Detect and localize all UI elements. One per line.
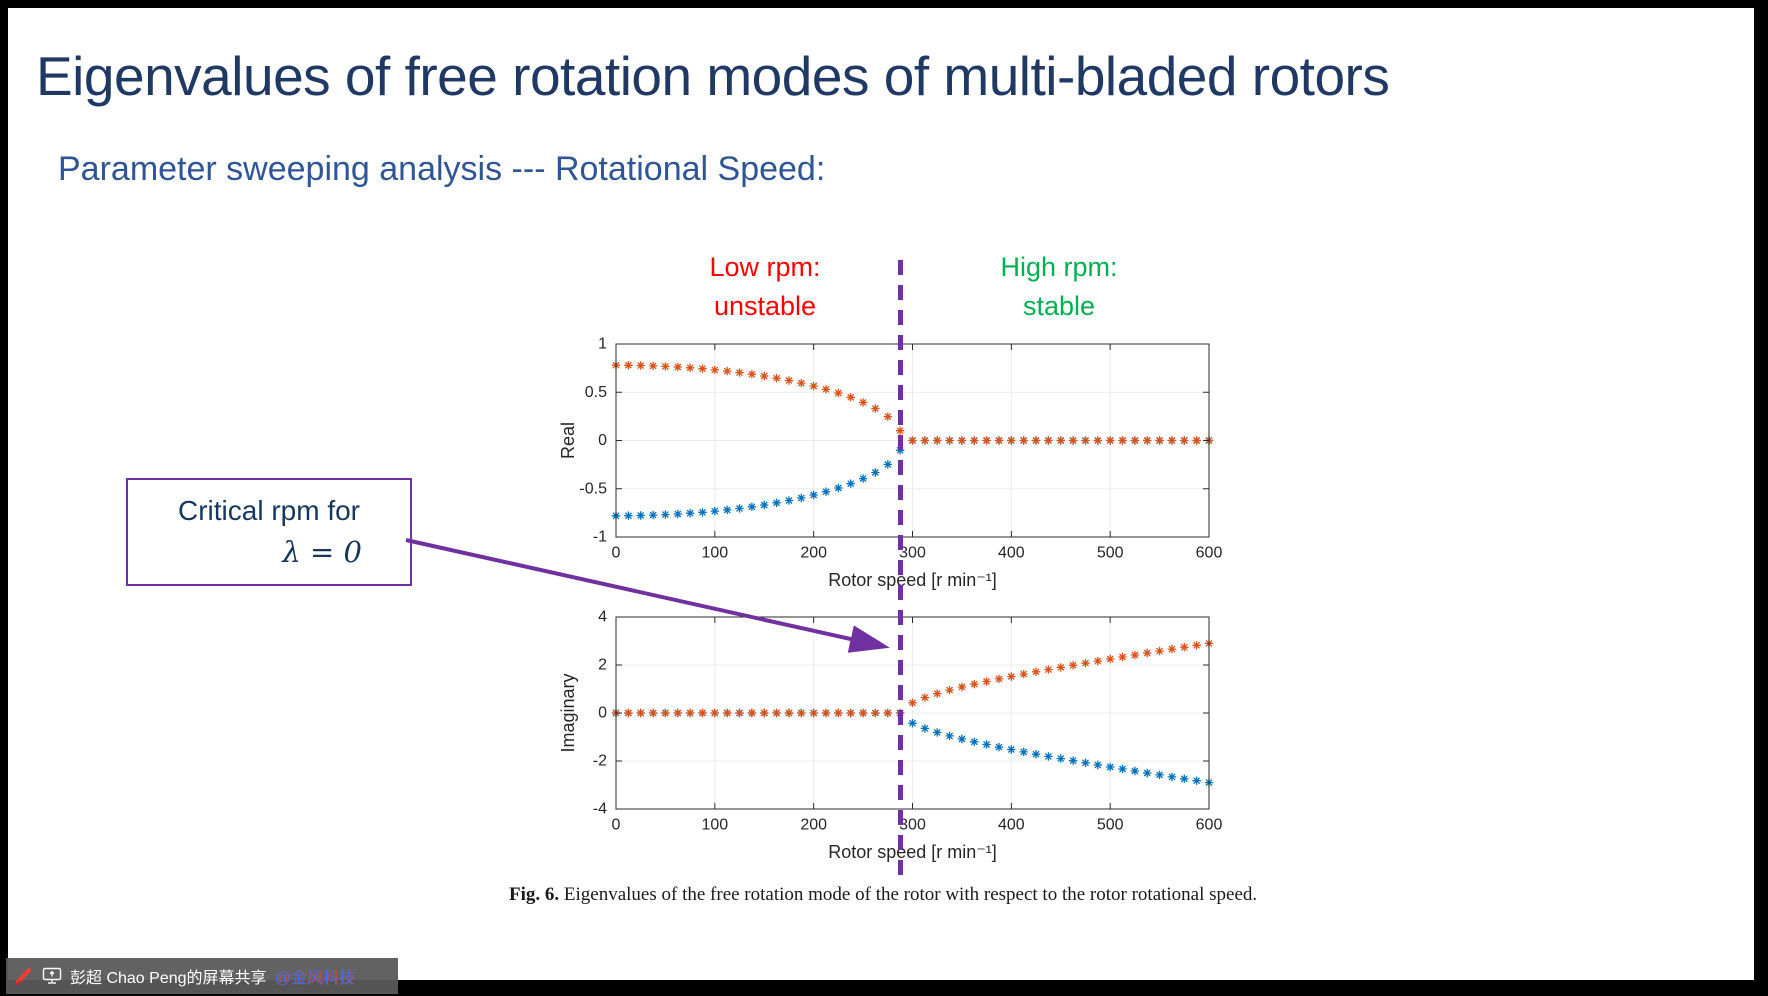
- y-axis-label: Real: [558, 422, 578, 459]
- company-watermark: @金风科技: [274, 970, 355, 987]
- x-tick-label: 0: [612, 544, 621, 561]
- x-tick-label: 500: [1097, 816, 1124, 833]
- callout-text-line1: Critical rpm for: [177, 494, 360, 526]
- y-tick-label: -4: [593, 801, 607, 818]
- annotation-pen-icon: [14, 966, 34, 986]
- x-tick-label: 100: [701, 544, 728, 561]
- figure-caption-label: Fig. 6.: [509, 884, 560, 905]
- x-tick-label: 300: [899, 816, 926, 833]
- y-tick-label: 0: [598, 705, 607, 722]
- critical-speed-dashed-line: [898, 260, 903, 880]
- y-tick-label: -0.5: [579, 480, 607, 497]
- slide-subtitle: Parameter sweeping analysis --- Rotation…: [58, 150, 826, 188]
- chart-imaginary-part: 0 100 200 300 400 500 600 -4 -2 0 2 4 Rotor speed [r…: [558, 609, 1223, 862]
- x-tick-label: 300: [899, 544, 926, 561]
- screen-share-bar: 彭超 Chao Peng的屏幕共享 @金风科技: [6, 958, 398, 994]
- x-tick-label: 400: [998, 544, 1025, 561]
- annotation-low-rpm-line1: Low rpm:: [709, 252, 821, 282]
- figure-caption: Fig. 6. Eigenvalues of the free rotation…: [509, 882, 1281, 908]
- annotation-high-rpm-line2: stable: [1022, 291, 1096, 321]
- callout-text-line2: λ = 0: [128, 531, 410, 574]
- y-tick-label: 1: [598, 336, 607, 353]
- x-tick-label: 0: [612, 816, 621, 833]
- x-tick-label: 100: [701, 816, 728, 833]
- y-tick-label: 0.5: [585, 384, 607, 401]
- x-axis-label: Rotor speed [r min⁻¹]: [828, 842, 997, 862]
- annotation-high-rpm: High rpm: stable: [1000, 248, 1117, 326]
- callout-critical-rpm: Critical rpm for λ = 0: [126, 478, 412, 586]
- annotation-low-rpm: Low rpm: unstable: [709, 248, 820, 326]
- x-tick-label: 500: [1097, 544, 1124, 561]
- screen-share-icon: [42, 966, 62, 986]
- y-tick-label: -2: [593, 753, 607, 770]
- slide-title: Eigenvalues of free rotation modes of mu…: [36, 45, 1390, 107]
- y-tick-label: -1: [593, 529, 607, 546]
- x-tick-label: 400: [998, 816, 1025, 833]
- annotation-high-rpm-line1: High rpm:: [1000, 252, 1118, 282]
- x-tick-label: 600: [1196, 544, 1223, 561]
- x-tick-label: 200: [800, 816, 827, 833]
- figure-caption-text: Eigenvalues of the free rotation mode of…: [563, 884, 1258, 905]
- screen-share-label: 彭超 Chao Peng的屏幕共享: [70, 970, 267, 987]
- y-tick-label: 4: [598, 609, 607, 626]
- y-tick-label: 0: [598, 432, 607, 449]
- y-axis-label: Imaginary: [558, 673, 578, 752]
- x-axis-label: Rotor speed [r min⁻¹]: [828, 570, 997, 590]
- slide-background: Eigenvalues of free rotation modes of mu…: [8, 8, 1754, 980]
- annotation-low-rpm-line2: unstable: [713, 291, 817, 321]
- x-tick-label: 600: [1196, 816, 1223, 833]
- callout-math: λ = 0: [282, 534, 362, 569]
- y-tick-label: 2: [598, 657, 607, 674]
- chart-real-part: 0 100 200 300 400 500 600 -1 -0.5 0 0.5 1 Rotor spee…: [558, 336, 1223, 590]
- x-tick-label: 200: [800, 544, 827, 561]
